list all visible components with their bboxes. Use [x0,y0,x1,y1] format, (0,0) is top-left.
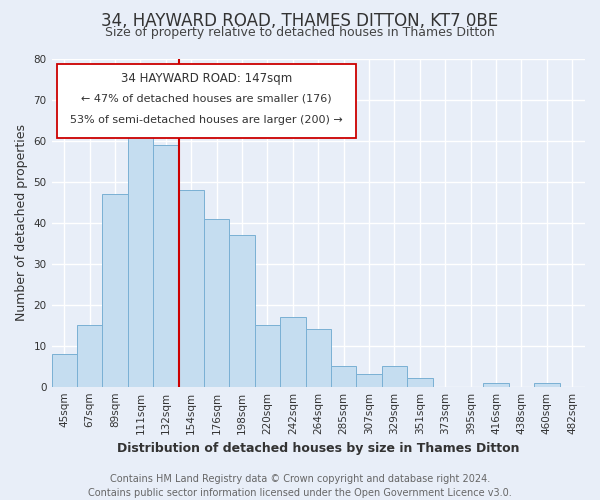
Bar [382,366,407,386]
Bar [103,194,128,386]
Bar [305,330,331,386]
Bar [229,235,255,386]
Bar [280,317,305,386]
Text: 34, HAYWARD ROAD, THAMES DITTON, KT7 0BE: 34, HAYWARD ROAD, THAMES DITTON, KT7 0BE [101,12,499,30]
FancyBboxPatch shape [57,64,356,138]
Bar [128,132,153,386]
Text: ← 47% of detached houses are smaller (176): ← 47% of detached houses are smaller (17… [81,94,332,104]
Text: 53% of semi-detached houses are larger (200) →: 53% of semi-detached houses are larger (… [70,114,343,124]
Bar [484,382,509,386]
Bar [255,325,280,386]
Text: Size of property relative to detached houses in Thames Ditton: Size of property relative to detached ho… [105,26,495,39]
Bar [153,145,179,386]
Y-axis label: Number of detached properties: Number of detached properties [15,124,28,322]
Bar [356,374,382,386]
Bar [534,382,560,386]
Bar [179,190,204,386]
Bar [331,366,356,386]
X-axis label: Distribution of detached houses by size in Thames Ditton: Distribution of detached houses by size … [117,442,520,455]
Bar [407,378,433,386]
Bar [77,325,103,386]
Bar [204,218,229,386]
Text: 34 HAYWARD ROAD: 147sqm: 34 HAYWARD ROAD: 147sqm [121,72,292,85]
Text: Contains HM Land Registry data © Crown copyright and database right 2024.
Contai: Contains HM Land Registry data © Crown c… [88,474,512,498]
Bar [52,354,77,386]
